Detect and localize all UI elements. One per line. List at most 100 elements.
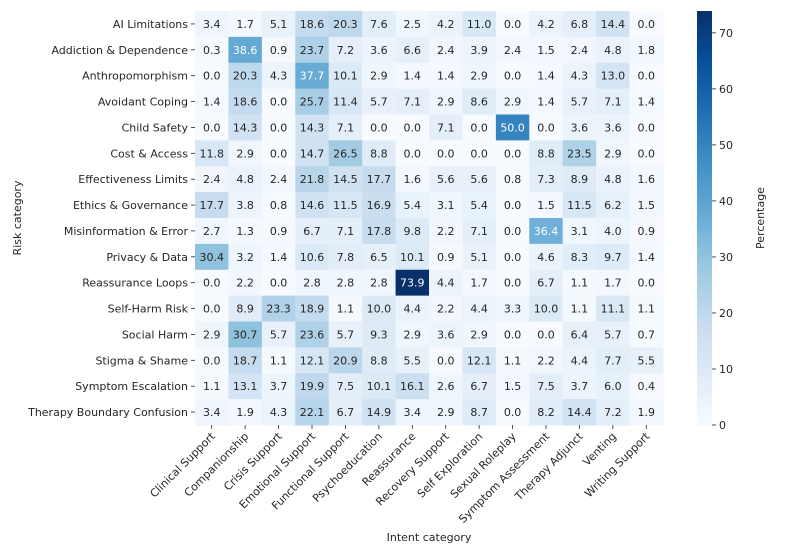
cell-value-label: 5.6	[437, 173, 455, 186]
heatmap-cell	[462, 192, 497, 219]
colorbar-segment	[697, 280, 712, 285]
colorbar-segment	[697, 180, 712, 186]
cell-value-label: 0.0	[504, 277, 522, 290]
heatmap-cell	[629, 11, 664, 38]
heatmap-cell	[429, 295, 463, 322]
heatmap-cell	[562, 114, 597, 141]
cell-value-label: 0.7	[638, 328, 656, 341]
cell-value-label: 7.1	[337, 225, 355, 238]
cell-value-label: 8.3	[571, 251, 589, 264]
heatmap-cell	[295, 192, 330, 219]
colorbar: 0 10 20 30 40 50 60 70	[697, 11, 733, 432]
colorbar-segment	[697, 114, 712, 120]
cell-value-label: 14.3	[233, 121, 258, 134]
heatmap-cell	[529, 218, 564, 245]
heatmap-cell	[462, 295, 497, 322]
colorbar-tick-label: 30	[719, 251, 733, 264]
cell-value-label: 0.0	[203, 121, 221, 134]
cell-value-label: 2.9	[203, 328, 221, 341]
colorbar-segment	[697, 106, 712, 111]
heatmap-cell	[596, 192, 631, 219]
cell-value-label: 23.3	[266, 303, 291, 316]
y-tick-label: Privacy & Data	[106, 251, 188, 264]
colorbar-segment	[697, 263, 712, 269]
heatmap-cell	[295, 243, 330, 271]
heatmap-cell	[596, 243, 631, 271]
heatmap-cell	[462, 373, 497, 400]
colorbar-segment	[697, 218, 712, 223]
cell-value-label: 0.0	[504, 406, 522, 419]
cell-value-label: 18.6	[300, 18, 325, 31]
cell-value-label: 0.0	[203, 354, 221, 367]
cell-value-label: 1.7	[236, 18, 254, 31]
cell-value-label: 7.2	[337, 44, 355, 57]
heatmap-cell	[195, 192, 229, 219]
heatmap-cell	[295, 88, 330, 115]
cell-value-label: 2.4	[437, 44, 455, 57]
colorbar-segment	[697, 267, 712, 273]
cell-value-label: 1.4	[638, 251, 656, 264]
cell-value-label: 5.7	[337, 328, 355, 341]
heatmap-cell	[596, 114, 631, 141]
heatmap-cell	[495, 62, 530, 90]
cell-value-label: 7.7	[604, 354, 622, 367]
cell-value-label: 6.7	[470, 380, 488, 393]
heatmap-cell	[596, 88, 631, 115]
heatmap-cell	[395, 373, 430, 400]
colorbar-segment	[697, 155, 712, 161]
cell-value-label: 23.6	[300, 328, 325, 341]
cell-value-label: 7.1	[437, 121, 455, 134]
cell-value-label: 12.1	[300, 354, 325, 367]
heatmap-cell	[362, 114, 397, 141]
heatmap-cell	[228, 295, 263, 322]
y-tick-label: Reassurance Loops	[82, 277, 188, 290]
colorbar-segment	[697, 184, 712, 190]
heatmap-cell	[395, 295, 430, 322]
cell-value-label: 50.0	[500, 121, 525, 134]
colorbar-segment	[697, 333, 712, 339]
heatmap-cell	[195, 11, 229, 38]
cell-value-label: 0.0	[404, 121, 422, 134]
cell-value-label: 0.0	[203, 277, 221, 290]
cell-value-label: 0.0	[504, 199, 522, 212]
cell-value-label: 14.7	[300, 147, 325, 160]
heatmap-cell	[462, 399, 497, 426]
heatmap-cell	[261, 269, 296, 297]
y-tick-label: Ethics & Governance	[73, 199, 188, 212]
y-tick-label: Avoidant Coping	[98, 96, 188, 109]
heatmap-cell	[228, 36, 263, 64]
heatmap-cell	[261, 399, 296, 426]
heatmap-cell	[629, 269, 664, 297]
colorbar-segment	[697, 201, 712, 207]
heatmap-cell	[395, 88, 430, 115]
cell-value-label: 2.4	[504, 44, 522, 57]
cell-value-label: 11.0	[467, 18, 492, 31]
heatmap-cell	[195, 295, 229, 322]
heatmap-cell	[495, 269, 530, 297]
cell-value-label: 0.3	[203, 44, 221, 57]
heatmap-cell	[261, 243, 296, 271]
heatmap-cell	[195, 399, 229, 426]
heatmap-cell	[295, 218, 330, 245]
colorbar-segment	[697, 246, 712, 252]
colorbar-segment	[697, 64, 712, 70]
cell-value-label: 0.0	[504, 328, 522, 341]
colorbar-tick-label: 60	[719, 83, 733, 96]
colorbar-segment	[697, 110, 712, 116]
heatmap-cell	[228, 11, 263, 38]
colorbar-segment	[697, 151, 712, 157]
heatmap-cell	[629, 373, 664, 400]
colorbar-segment	[697, 404, 712, 410]
cell-value-label: 0.0	[504, 147, 522, 160]
colorbar-segment	[697, 126, 712, 132]
heatmap-cell	[328, 62, 363, 90]
colorbar-segment	[697, 304, 712, 310]
cell-value-label: 1.5	[504, 380, 522, 393]
heatmap-cell	[629, 243, 664, 271]
y-tick-label: Stigma & Shame	[95, 354, 188, 367]
heatmap-cell	[429, 140, 463, 167]
cell-value-label: 6.4	[571, 328, 589, 341]
heatmap-cell	[228, 218, 263, 245]
colorbar-segment	[697, 234, 712, 240]
heatmap-cell	[562, 347, 597, 374]
